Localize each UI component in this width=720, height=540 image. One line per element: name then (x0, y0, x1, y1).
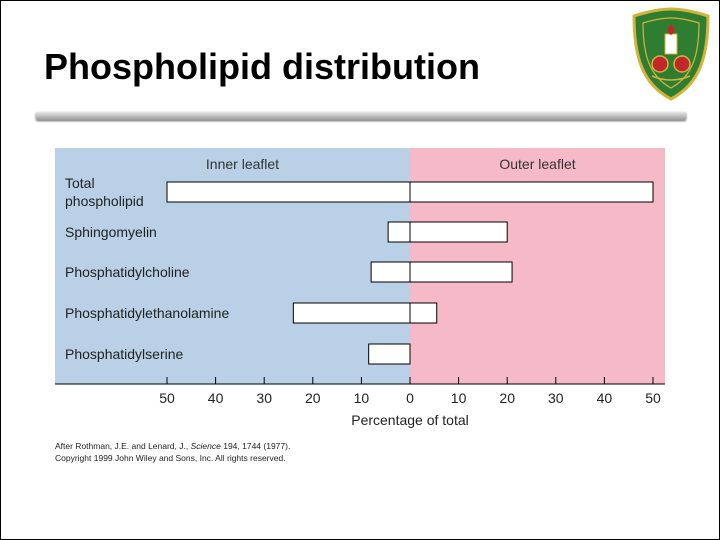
inner-leaflet-bar (166, 181, 411, 203)
x-tick-label: 20 (499, 390, 515, 406)
category-label: Sphingomyelin (65, 224, 157, 240)
x-axis-ticks: 50 40 30 20 10 0 10 20 30 40 50 (159, 377, 661, 406)
citation-authors: After Rothman, J.E. and Lenard, J., (55, 441, 191, 451)
citation: After Rothman, J.E. and Lenard, J., Scie… (55, 440, 290, 464)
title-divider (36, 112, 686, 120)
university-seal-logo (632, 7, 710, 101)
x-tick-label: 10 (354, 390, 370, 406)
citation-line-2: Copyright 1999 John Wiley and Sons, Inc.… (55, 453, 286, 463)
x-tick-label: 40 (208, 390, 224, 406)
category-label-line: Sphingomyelin (65, 224, 157, 240)
x-tick-label: 50 (645, 390, 661, 406)
outer-leaflet-bar (409, 302, 438, 324)
x-tick-label: 40 (597, 390, 613, 406)
category-labels: Total phospholipid Sphingomyelin Phosphatid… (65, 175, 229, 362)
category-label-line: phospholipid (65, 193, 144, 209)
category-label: Phosphatidylcholine (65, 264, 190, 280)
x-axis-label: Percentage of total (351, 412, 469, 428)
category-label-line: Phosphatidylethanolamine (65, 305, 229, 321)
bars (166, 181, 654, 365)
x-tick-label: 20 (305, 390, 321, 406)
inner-leaflet-bar (370, 261, 411, 283)
inner-leaflet-label: Inner leaflet (206, 156, 279, 172)
inner-leaflet-bar (292, 302, 411, 324)
outer-leaflet-bar (409, 181, 654, 203)
outer-leaflet-bar (409, 261, 513, 283)
category-label-line: Total (65, 175, 95, 191)
inner-leaflet-bar (387, 221, 411, 243)
category-label-line: Phosphatidylserine (65, 346, 184, 362)
slide-title: Phospholipid distribution (44, 46, 480, 87)
x-tick-label: 30 (256, 390, 272, 406)
inner-leaflet-bar (368, 343, 411, 365)
outer-leaflet-bar (409, 221, 508, 243)
category-label: Phosphatidylserine (65, 346, 184, 362)
x-tick-label: 10 (451, 390, 467, 406)
x-tick-label: 50 (159, 390, 175, 406)
outer-leaflet-label: Outer leaflet (499, 156, 575, 172)
citation-volume: 194, 1744 (1977). (220, 441, 291, 451)
x-tick-label: 0 (406, 390, 414, 406)
category-label: Phosphatidylethanolamine (65, 305, 229, 321)
category-label: Total phospholipid (65, 175, 144, 209)
citation-journal: Science (190, 441, 221, 451)
category-label-line: Phosphatidylcholine (65, 264, 190, 280)
x-tick-label: 30 (548, 390, 564, 406)
citation-line-1: After Rothman, J.E. and Lenard, J., Scie… (55, 440, 290, 452)
